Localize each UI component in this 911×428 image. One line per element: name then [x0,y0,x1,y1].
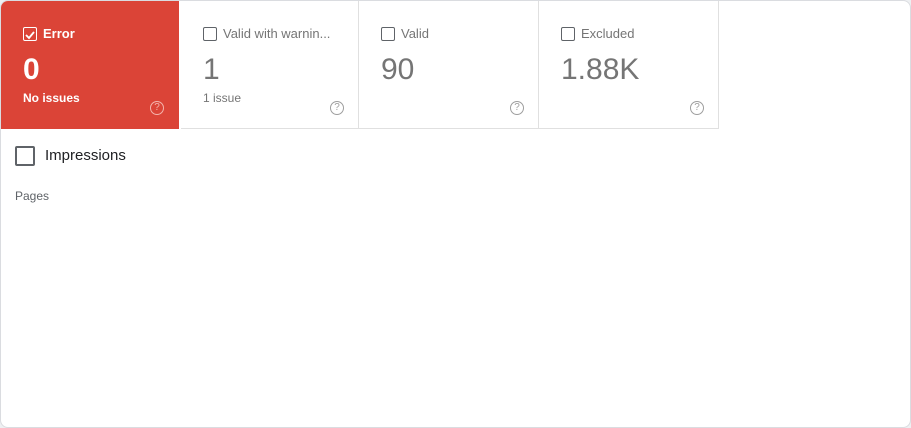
tab-label: Excluded [581,26,635,41]
help-icon[interactable]: ? [150,101,164,115]
checkbox[interactable] [561,27,575,41]
y-axis-label: Pages [15,189,49,203]
help-icon[interactable]: ? [330,101,344,115]
toggle-label[interactable]: Impressions [45,147,126,164]
tab-detail: No issues [23,91,80,105]
checkbox[interactable] [203,27,217,41]
tab-excluded[interactable]: Excluded 1.88K ? [539,1,719,129]
tab-valid[interactable]: Valid 90 ? [359,1,539,129]
tab-label: Valid with warnin... [223,26,331,41]
tab-label: Valid [401,26,429,41]
tab-warning[interactable]: Valid with warnin... 1 1 issue ? [181,1,359,129]
help-icon[interactable]: ? [690,101,704,115]
checkbox[interactable] [381,27,395,41]
help-icon[interactable]: ? [510,101,524,115]
tab-value: 0 [23,53,40,86]
tab-value: 1.88K [561,53,640,86]
checkbox[interactable] [15,146,35,166]
tab-label: Error [43,26,75,41]
tab-value: 90 [381,53,415,86]
tab-detail: 1 issue [203,91,242,105]
tab-value: 1 [203,53,220,86]
